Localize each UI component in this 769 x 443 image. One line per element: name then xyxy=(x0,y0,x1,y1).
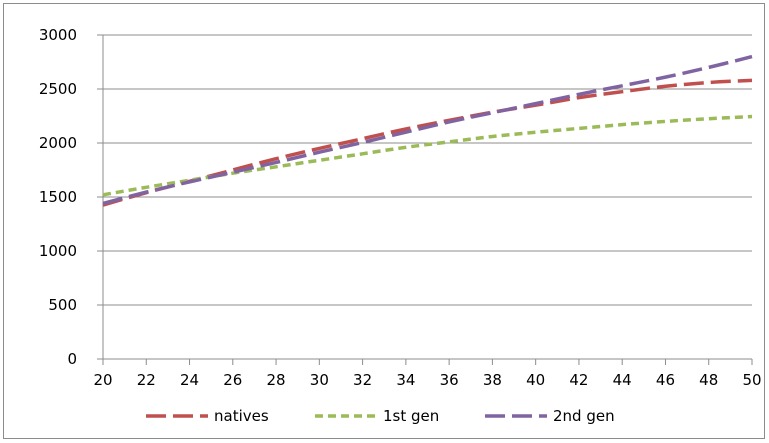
x-tick-label-24: 24 xyxy=(180,371,199,389)
y-tick-label-500: 500 xyxy=(48,296,77,314)
x-tick-label-32: 32 xyxy=(353,371,372,389)
x-tick-label-38: 38 xyxy=(483,371,502,389)
x-tick-label-42: 42 xyxy=(569,371,588,389)
legend-item-1st-gen: 1st gen xyxy=(315,407,439,425)
x-tick-label-50: 50 xyxy=(742,371,761,389)
x-tick-label-34: 34 xyxy=(396,371,415,389)
tick-labels: 0 500 1000 1500 2000 2500 3000 20 22 24 26 28 30 32 34… xyxy=(39,26,762,389)
x-tick-label-40: 40 xyxy=(526,371,545,389)
x-tick-label-26: 26 xyxy=(223,371,242,389)
y-tick-label-2500: 2500 xyxy=(39,80,77,98)
x-tick-label-20: 20 xyxy=(93,371,112,389)
x-tick-label-48: 48 xyxy=(699,371,718,389)
x-tick-label-22: 22 xyxy=(137,371,156,389)
legend-item-natives: natives xyxy=(146,407,269,425)
gridlines xyxy=(103,34,752,306)
y-tick-label-2000: 2000 xyxy=(39,134,77,152)
legend: natives 1st gen 2nd gen xyxy=(146,407,615,425)
y-tick-label-1000: 1000 xyxy=(39,242,77,260)
legend-label-natives: natives xyxy=(214,407,269,425)
axes xyxy=(97,34,753,365)
x-tick-label-28: 28 xyxy=(267,371,286,389)
y-tick-label-0: 0 xyxy=(67,350,77,368)
legend-label-2nd-gen: 2nd gen xyxy=(553,407,615,425)
legend-label-1st-gen: 1st gen xyxy=(383,407,439,425)
x-tick-label-30: 30 xyxy=(310,371,329,389)
x-tick-label-46: 46 xyxy=(656,371,675,389)
y-tick-label-1500: 1500 xyxy=(39,188,77,206)
y-tick-label-3000: 3000 xyxy=(39,26,77,44)
chart-frame xyxy=(3,3,765,439)
series-lines xyxy=(102,54,753,207)
x-tick-label-44: 44 xyxy=(613,371,632,389)
series-line-2nd-gen xyxy=(102,54,753,206)
x-tick-label-36: 36 xyxy=(440,371,459,389)
legend-item-2nd-gen: 2nd gen xyxy=(485,407,615,425)
